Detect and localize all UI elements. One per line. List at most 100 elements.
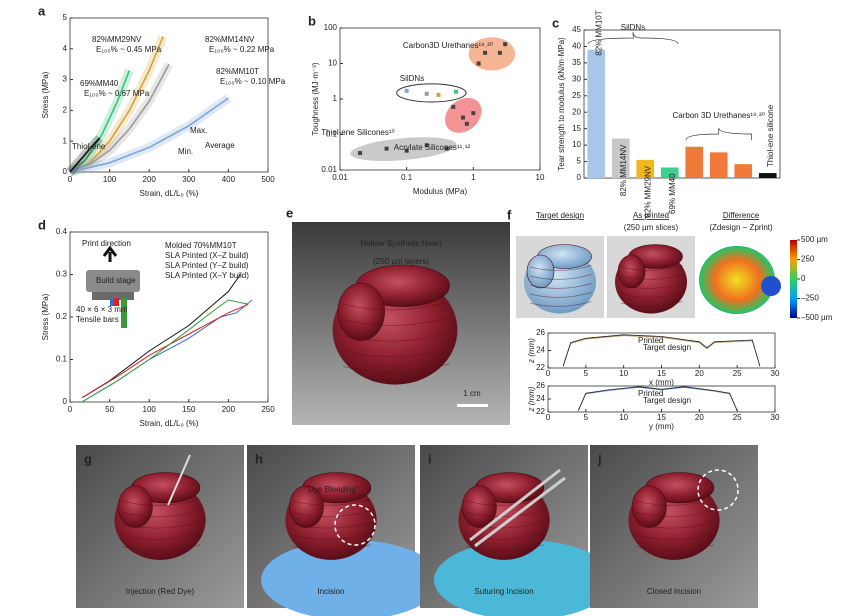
point <box>424 143 429 148</box>
photo-caption: Incision <box>317 587 344 596</box>
layer-line <box>292 510 372 518</box>
bar <box>587 49 606 178</box>
heart-lobe <box>288 485 324 528</box>
photo-caption: Closed Incision <box>647 587 701 596</box>
point <box>444 146 449 151</box>
scale-bar-label: 1 cm <box>463 389 481 398</box>
series-label: 82%MM14NV <box>205 35 255 44</box>
x-tick-label: 100 <box>103 175 117 184</box>
layer-line <box>529 265 592 271</box>
colorbar-tick-label: –500 µm <box>801 313 833 322</box>
series-note: E₁₀₀% ~ 0.45 MPa <box>96 45 162 54</box>
group-ellipse <box>396 83 467 103</box>
series-line <box>69 36 164 173</box>
panel-letter: i <box>428 451 432 466</box>
build-plate <box>92 292 134 300</box>
y-tick-label: 40 <box>572 42 581 51</box>
heart-lobe <box>117 485 153 528</box>
tensile-bar <box>110 298 115 306</box>
scale-bar <box>457 404 488 407</box>
layer-line <box>635 521 715 529</box>
y-tick-label: 1 <box>333 94 338 103</box>
layer-line <box>292 544 372 552</box>
layer-line <box>465 510 545 518</box>
x-tick-label: 0 <box>68 405 73 414</box>
colorbar-tick-label: –250 <box>801 294 819 303</box>
x-tick-label: 15 <box>657 369 666 378</box>
y-tick-label: 10 <box>328 59 337 68</box>
point <box>497 50 502 55</box>
layer-line <box>121 532 201 540</box>
layer-line <box>342 301 450 311</box>
layer-line <box>342 363 450 373</box>
x-tick-label: 150 <box>182 405 196 414</box>
bar <box>660 167 679 178</box>
category-label: Thiol-ene silicone <box>766 104 775 167</box>
x-tick-label: 0.1 <box>401 173 413 182</box>
layer-line <box>292 532 372 540</box>
y-tick-label: 24 <box>536 346 545 355</box>
point <box>503 42 508 47</box>
panel-letter: b <box>308 13 316 28</box>
layer-line <box>121 510 201 518</box>
y-tick-label: 2 <box>63 106 68 115</box>
layer-line <box>342 332 450 342</box>
x-tick-label: 10 <box>619 413 628 422</box>
arrow <box>102 245 118 262</box>
x-tick-label: 25 <box>733 413 742 422</box>
point <box>358 151 363 156</box>
category-label: 82% MM29NV <box>643 165 652 217</box>
point <box>464 121 469 126</box>
y-tick-label: 0.01 <box>321 165 337 174</box>
point <box>451 104 456 109</box>
x-tick-label: 0 <box>68 175 73 184</box>
layer-line <box>620 292 683 298</box>
x-axis-label: Strain, dL/L₀ (%) <box>140 419 199 428</box>
bar <box>758 173 777 178</box>
x-tick-label: 20 <box>695 369 704 378</box>
view-subtitle: (Zdesign − Zprint) <box>709 223 773 232</box>
panel-letter: j <box>597 451 602 466</box>
colorbar-tick-label: 500 µm <box>801 235 828 244</box>
x-tick-label: 200 <box>143 175 157 184</box>
x-tick-label: 10 <box>536 173 545 182</box>
series-line <box>577 386 738 411</box>
view-subtitle: (250 µm slices) <box>624 223 679 232</box>
series-label: 82%MM10T <box>216 67 259 76</box>
plot-frame <box>583 29 781 179</box>
heart-lobe <box>337 282 385 341</box>
x-tick-label: 1 <box>471 173 476 182</box>
layer-line <box>529 292 592 298</box>
layer-line <box>121 544 201 552</box>
view-title: Target design <box>536 211 584 220</box>
x-axis-label: Strain, dL/L₀ (%) <box>140 189 199 198</box>
x-tick-label: 25 <box>733 369 742 378</box>
x-tick-label: 5 <box>584 413 589 422</box>
callout-circle <box>334 504 376 546</box>
panel-letter: d <box>38 217 46 232</box>
photo-caption: Injection (Red Dye) <box>126 587 195 596</box>
y-tick-label: 24 <box>536 394 545 403</box>
y-tick-label: 0.3 <box>56 270 68 279</box>
layer-line <box>620 283 683 289</box>
y-axis-label: Stress (MPa) <box>41 71 50 118</box>
group-ellipse <box>350 137 457 161</box>
y-tick-label: 45 <box>572 25 581 34</box>
panel-letter: g <box>84 451 92 466</box>
x-tick-label: 30 <box>771 413 780 422</box>
brace <box>587 31 679 45</box>
legend-entry: Printed <box>638 336 663 345</box>
difference-map <box>699 246 775 314</box>
series-label: 69%MM40 <box>80 79 119 88</box>
legend-entry: Printed <box>638 389 663 398</box>
legend-entry: Target design <box>643 396 691 405</box>
y-tick-label: 0.4 <box>56 227 68 236</box>
series-note: E₁₀₀% ~ 0.22 MPa <box>209 45 275 54</box>
y-tick-label: 26 <box>536 328 545 337</box>
x-axis-label: x (mm) <box>649 378 674 387</box>
layer-line <box>465 544 545 552</box>
point <box>471 111 476 116</box>
group-label: Carbon3D Urethanes¹⁹˒²⁰ <box>403 41 493 50</box>
series-line <box>69 63 170 173</box>
tensile-bar <box>121 298 127 328</box>
